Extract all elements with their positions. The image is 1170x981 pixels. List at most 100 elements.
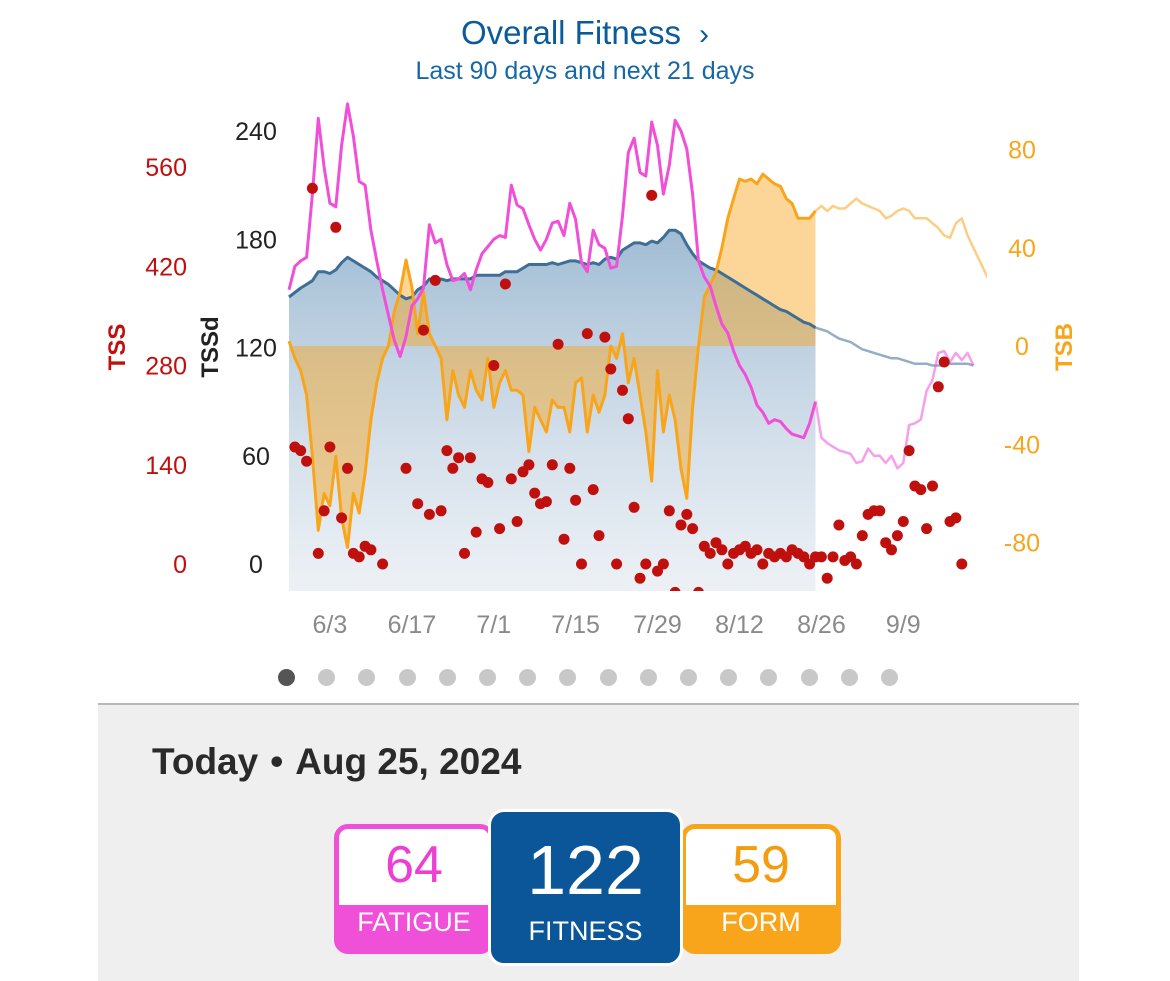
form-value: 59 (732, 836, 790, 894)
x-tick-label: 9/9 (886, 611, 921, 639)
tss-dot (441, 445, 453, 457)
tss-dot (681, 508, 693, 520)
tss-dot (956, 558, 968, 570)
tss-dot (499, 278, 511, 290)
tss-dot (324, 441, 336, 453)
chart-subtitle: Last 90 days and next 21 days (415, 57, 755, 85)
page-dot[interactable] (519, 669, 537, 686)
fitness-value: 122 (527, 831, 644, 909)
fitness-chart[interactable]: 0 140 280 420 560 0 60 120 180 240 -80 -40 0 40 80 TSS T… (0, 90, 1170, 665)
tss-dot (482, 477, 494, 488)
page-dot[interactable] (559, 669, 577, 686)
today-summary-panel: Today • Aug 25, 2024 64 FATIGUE 59 FORM 12… (98, 703, 1079, 981)
tss-dot (669, 586, 681, 591)
tss-tick-label: 140 (145, 452, 187, 480)
tss-dot (716, 544, 728, 556)
tss-tick-label: 280 (145, 353, 187, 381)
fatigue-card-top (339, 829, 489, 905)
tss-tick-label: 0 (173, 551, 187, 579)
fatigue-label: FATIGUE (357, 907, 471, 937)
tss-dot (570, 494, 582, 506)
page-dot[interactable] (438, 669, 456, 686)
fatigue-line (287, 102, 817, 440)
form-card-top (686, 829, 836, 905)
tss-dot (628, 501, 640, 513)
tss-dot (634, 572, 646, 584)
fitness-label: FITNESS (528, 916, 643, 946)
tss-dot (558, 533, 570, 545)
today-label: Today (152, 741, 259, 782)
tss-dot (353, 551, 365, 563)
x-tick-label: 8/26 (797, 611, 846, 639)
chart-title-link[interactable]: Overall Fitness › (0, 14, 1170, 52)
form-line-projection (814, 197, 987, 280)
tss-dot (897, 516, 909, 527)
tss-dot (511, 516, 523, 527)
tss-tick-label: 420 (145, 253, 187, 281)
tss-dot (523, 459, 535, 471)
page-dot[interactable] (840, 669, 858, 686)
form-area (289, 174, 816, 548)
tss-dot (418, 324, 429, 336)
tss-dot (546, 459, 558, 471)
tss-dot (377, 558, 389, 570)
tss-dot (757, 558, 769, 570)
tsb-tick-label: 40 (1008, 235, 1036, 263)
tsb-tick-label: -80 (1004, 530, 1040, 558)
tss-dot (950, 512, 962, 524)
tss-axis-title: TSS (104, 324, 131, 371)
page-dot[interactable] (680, 669, 697, 686)
tss-dot (587, 484, 599, 496)
tss-dot (540, 496, 552, 508)
page-dot[interactable] (278, 669, 295, 686)
page-dot[interactable] (639, 669, 657, 686)
x-tick-label: 8/12 (715, 611, 764, 639)
tss-dot (675, 519, 687, 531)
tss-dot (423, 508, 435, 520)
fitness-card[interactable]: 122 FITNESS (488, 809, 683, 966)
tsb-tick-label: -40 (1004, 431, 1040, 459)
page-dot[interactable] (599, 669, 617, 686)
form-card[interactable]: 59 FORM (681, 824, 841, 954)
page-dot[interactable] (398, 669, 416, 686)
tss-dot (576, 558, 587, 570)
tss-dot (318, 505, 330, 517)
tss-dot (751, 544, 763, 556)
tsb-axis-title: TSB (1051, 323, 1078, 371)
fatigue-value: 64 (385, 836, 443, 894)
page-dot[interactable] (881, 669, 898, 686)
today-separator: • (270, 741, 284, 782)
tss-dot (921, 523, 933, 535)
tss-dot (856, 530, 868, 542)
tss-dot (459, 547, 470, 559)
tss-tick-label: 560 (145, 154, 187, 182)
page-dot[interactable] (760, 669, 778, 686)
chart-header: Overall Fitness › Last 90 days and next 2… (0, 0, 1170, 95)
tss-dot (693, 586, 704, 591)
tss-dot (722, 558, 734, 570)
tss-dot (850, 558, 862, 570)
fatigue-card[interactable]: 64 FATIGUE (334, 824, 494, 954)
page-dot[interactable] (800, 669, 818, 686)
x-tick-label: 6/17 (388, 611, 437, 639)
tsb-tick-label: 80 (1008, 137, 1036, 165)
page-dot[interactable] (479, 669, 496, 686)
page-dot[interactable] (318, 669, 336, 686)
tssd-tick-label: 120 (235, 335, 277, 363)
tsb-tick-label: 0 (1015, 333, 1029, 361)
tss-dot (915, 484, 927, 496)
tssd-tick-label: 0 (249, 551, 263, 579)
tss-dot (312, 547, 324, 559)
today-date: Aug 25, 2024 (295, 741, 522, 782)
tss-dot (657, 558, 669, 570)
tss-dot (464, 452, 476, 464)
tss-dot (663, 505, 675, 517)
tss-dot (640, 558, 652, 570)
page-dot[interactable] (358, 669, 376, 686)
tss-dot (306, 182, 318, 194)
tss-dot (581, 328, 593, 340)
page-dot[interactable] (720, 669, 738, 686)
tss-dot (617, 384, 628, 396)
tssd-tick-label: 240 (235, 118, 277, 146)
chevron-right-icon: › (699, 18, 710, 51)
